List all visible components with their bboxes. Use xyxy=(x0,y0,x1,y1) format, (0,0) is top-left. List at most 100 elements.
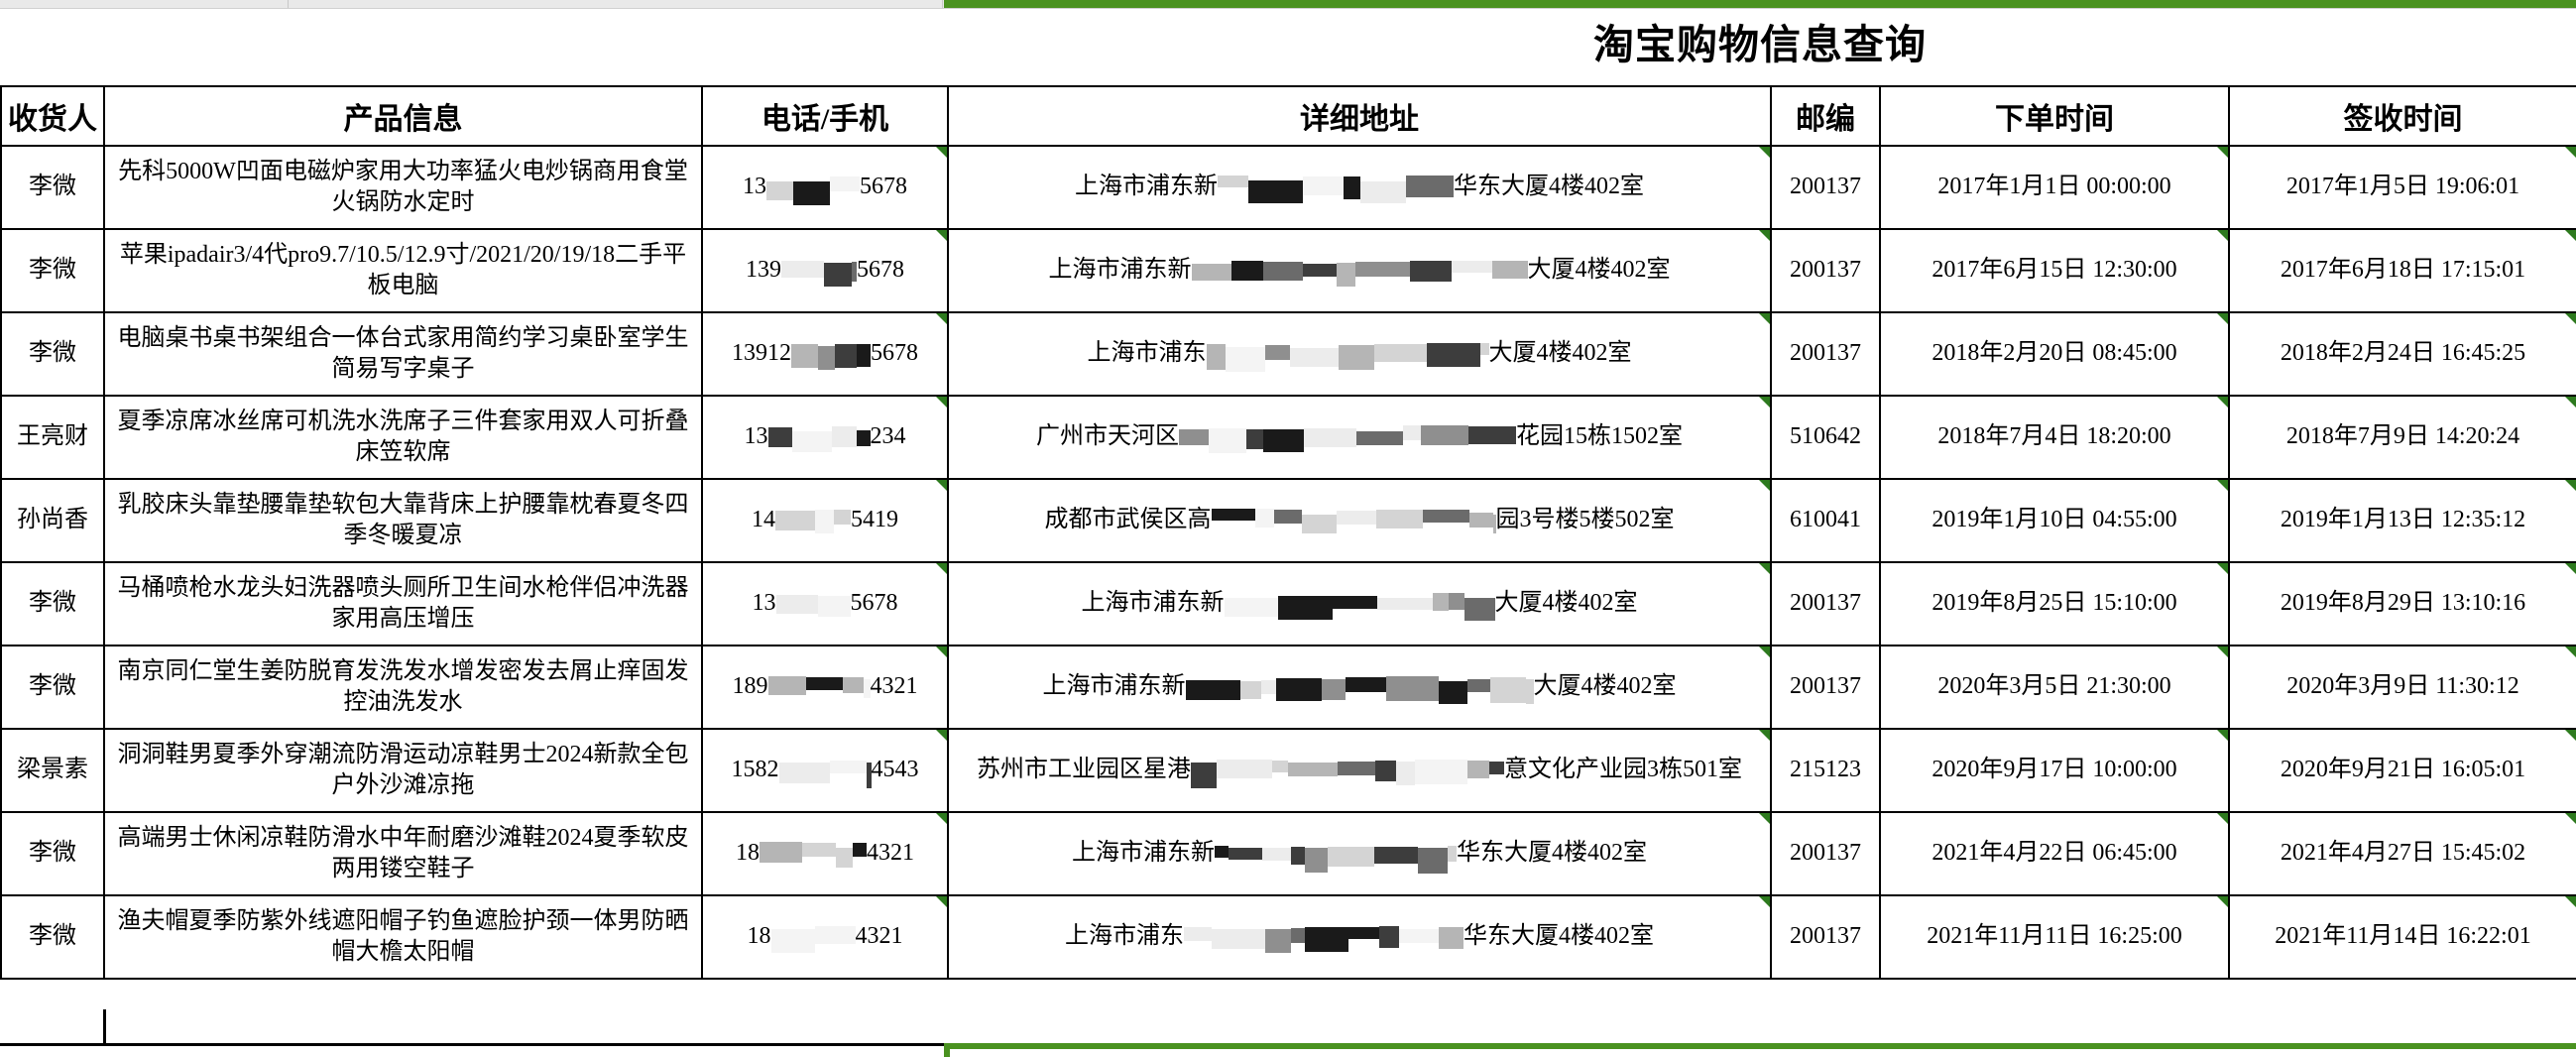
redacted-region xyxy=(760,841,867,868)
cell-address-suffix: 大厦4楼402室 xyxy=(1527,257,1671,284)
cell-postcode[interactable]: 610041 xyxy=(1770,478,1881,563)
comment-marker-icon xyxy=(936,398,946,408)
cell-recipient[interactable]: 李微 xyxy=(0,811,105,896)
cell-order-time[interactable]: 2018年2月20日 08:45:00 xyxy=(1879,311,2230,397)
cell-sign-time[interactable]: 2017年6月18日 17:15:01 xyxy=(2228,228,2576,313)
cell-order-time[interactable]: 2017年1月1日 00:00:00 xyxy=(1879,145,2230,230)
cell-phone-suffix: 4543 xyxy=(871,757,919,783)
cell-phone[interactable]: 18 4321 xyxy=(701,894,949,980)
table-row: 李微 高端男士休闲凉鞋防滑水中年耐磨沙滩鞋2024夏季软皮两用镂空鞋子 18 4321… xyxy=(0,811,2576,896)
cell-phone-prefix: 13 xyxy=(744,423,768,450)
cell-postcode[interactable]: 510642 xyxy=(1770,395,1881,480)
cell-recipient[interactable]: 李微 xyxy=(0,645,105,730)
cell-recipient[interactable]: 李微 xyxy=(0,894,105,980)
cell-address[interactable]: 上海市浦东新 华东大厦4楼402室 xyxy=(947,145,1772,230)
cell-phone[interactable]: 1582 4543 xyxy=(701,728,949,813)
column-header-order-time[interactable]: 下单时间 xyxy=(1879,85,2230,147)
column-header-product[interactable]: 产品信息 xyxy=(103,85,703,147)
cell-address[interactable]: 苏州市工业园区星港 意文化产业园3栋501室 xyxy=(947,728,1772,813)
cell-postcode[interactable]: 200137 xyxy=(1770,228,1881,313)
comment-marker-icon xyxy=(2217,814,2227,824)
cell-address-suffix: 华东大厦4楼402室 xyxy=(1454,174,1644,200)
cell-recipient[interactable]: 李微 xyxy=(0,145,105,230)
cell-recipient[interactable]: 李微 xyxy=(0,311,105,397)
selection-indicator-top xyxy=(944,0,2576,8)
cell-phone[interactable]: 13 5678 xyxy=(701,145,949,230)
cell-sign-time[interactable]: 2018年2月24日 16:45:25 xyxy=(2228,311,2576,397)
column-header-address[interactable]: 详细地址 xyxy=(947,85,1772,147)
comment-marker-icon xyxy=(2565,814,2575,824)
cell-order-time[interactable]: 2021年4月22日 06:45:00 xyxy=(1879,811,2230,896)
cell-postcode[interactable]: 200137 xyxy=(1770,894,1881,980)
column-header-recipient[interactable]: 收货人 xyxy=(0,85,105,147)
cell-address[interactable]: 上海市浦东 大厦4楼402室 xyxy=(947,311,1772,397)
cell-sign-time[interactable]: 2020年9月21日 16:05:01 xyxy=(2228,728,2576,813)
cell-sign-time[interactable]: 2019年1月13日 12:35:12 xyxy=(2228,478,2576,563)
cell-sign-time[interactable]: 2018年7月9日 14:20:24 xyxy=(2228,395,2576,480)
cell-postcode[interactable]: 200137 xyxy=(1770,561,1881,646)
comment-marker-icon xyxy=(936,731,946,741)
cell-order-time[interactable]: 2019年8月25日 15:10:00 xyxy=(1879,561,2230,646)
cell-address[interactable]: 上海市浦东新 大厦4楼402室 xyxy=(947,228,1772,313)
redacted-region xyxy=(1185,675,1534,704)
cell-phone[interactable]: 189 4321 xyxy=(701,645,949,730)
cell-recipient[interactable]: 李微 xyxy=(0,561,105,646)
cell-order-time[interactable]: 2017年6月15日 12:30:00 xyxy=(1879,228,2230,313)
cell-address-prefix: 上海市浦东新 xyxy=(1075,174,1218,200)
cell-address[interactable]: 上海市浦东新 大厦4楼402室 xyxy=(947,645,1772,730)
cell-phone[interactable]: 13912 5678 xyxy=(701,311,949,397)
cell-product[interactable]: 苹果ipadair3/4代pro9.7/10.5/12.9寸/2021/20/1… xyxy=(103,228,703,313)
cell-address[interactable]: 广州市天河区 花园15栋1502室 xyxy=(947,395,1772,480)
cell-phone[interactable]: 14 5419 xyxy=(701,478,949,563)
table-row: 李微 苹果ipadair3/4代pro9.7/10.5/12.9寸/2021/20… xyxy=(0,228,2576,313)
cell-order-time[interactable]: 2021年11月11日 16:25:00 xyxy=(1879,894,2230,980)
cell-product[interactable]: 先科5000W凹面电磁炉家用大功率猛火电炒锅商用食堂火锅防水定时 xyxy=(103,145,703,230)
cell-product[interactable]: 高端男士休闲凉鞋防滑水中年耐磨沙滩鞋2024夏季软皮两用镂空鞋子 xyxy=(103,811,703,896)
cell-phone[interactable]: 139 5678 xyxy=(701,228,949,313)
cell-product[interactable]: 电脑桌书桌书架组合一体台式家用简约学习桌卧室学生简易写字桌子 xyxy=(103,311,703,397)
purchase-info-table: 收货人 产品信息 电话/手机 详细地址 邮编 下单时间 签收时间 李微 先科500… xyxy=(0,85,2576,980)
cell-order-time[interactable]: 2019年1月10日 04:55:00 xyxy=(1879,478,2230,563)
cell-postcode[interactable]: 200137 xyxy=(1770,811,1881,896)
cell-order-time[interactable]: 2020年9月17日 10:00:00 xyxy=(1879,728,2230,813)
cell-sign-time[interactable]: 2021年11月14日 16:22:01 xyxy=(2228,894,2576,980)
cell-product[interactable]: 乳胶床头靠垫腰靠垫软包大靠背床上护腰靠枕春夏冬四季冬暖夏凉 xyxy=(103,478,703,563)
table-row: 李微 南京同仁堂生姜防脱育发洗发水增发密发去屑止痒固发控油洗发水 189 4321 上海… xyxy=(0,645,2576,730)
cell-order-time[interactable]: 2020年3月5日 21:30:00 xyxy=(1879,645,2230,730)
cell-sign-time[interactable]: 2017年1月5日 19:06:01 xyxy=(2228,145,2576,230)
cell-address-prefix: 上海市浦东新 xyxy=(1081,590,1225,617)
cell-order-time[interactable]: 2018年7月4日 18:20:00 xyxy=(1879,395,2230,480)
cell-address-prefix: 成都市武侯区高 xyxy=(1044,507,1212,533)
page-title: 淘宝购物信息查询 xyxy=(1593,22,1927,67)
cell-phone[interactable]: 18 4321 xyxy=(701,811,949,896)
cell-recipient[interactable]: 王亮财 xyxy=(0,395,105,480)
cell-recipient[interactable]: 梁景素 xyxy=(0,728,105,813)
cell-postcode[interactable]: 200137 xyxy=(1770,145,1881,230)
cell-address[interactable]: 成都市武侯区高 园3号楼5楼502室 xyxy=(947,478,1772,563)
cell-address-prefix: 上海市浦东新 xyxy=(1072,840,1215,867)
cell-postcode[interactable]: 200137 xyxy=(1770,311,1881,397)
cell-product[interactable]: 南京同仁堂生姜防脱育发洗发水增发密发去屑止痒固发控油洗发水 xyxy=(103,645,703,730)
cell-address[interactable]: 上海市浦东 华东大厦4楼402室 xyxy=(947,894,1772,980)
cell-postcode[interactable]: 215123 xyxy=(1770,728,1881,813)
cell-product[interactable]: 洞洞鞋男夏季外穿潮流防滑运动凉鞋男士2024新款全包户外沙滩凉拖 xyxy=(103,728,703,813)
redacted-region xyxy=(1206,342,1489,372)
cell-recipient[interactable]: 孙尚香 xyxy=(0,478,105,563)
cell-address[interactable]: 上海市浦东新 华东大厦4楼402室 xyxy=(947,811,1772,896)
cell-sign-time[interactable]: 2020年3月9日 11:30:12 xyxy=(2228,645,2576,730)
cell-postcode[interactable]: 200137 xyxy=(1770,645,1881,730)
cell-address[interactable]: 上海市浦东新 大厦4楼402室 xyxy=(947,561,1772,646)
cell-product[interactable]: 渔夫帽夏季防紫外线遮阳帽子钓鱼遮脸护颈一体男防晒帽大檐太阳帽 xyxy=(103,894,703,980)
column-header-sign-time[interactable]: 签收时间 xyxy=(2228,85,2576,147)
table-row: 孙尚香 乳胶床头靠垫腰靠垫软包大靠背床上护腰靠枕春夏冬四季冬暖夏凉 14 5419 成都… xyxy=(0,478,2576,563)
cell-sign-time[interactable]: 2021年4月27日 15:45:02 xyxy=(2228,811,2576,896)
cell-phone[interactable]: 13 234 xyxy=(701,395,949,480)
cell-product[interactable]: 夏季凉席冰丝席可机洗水洗席子三件套家用双人可折叠床笠软席 xyxy=(103,395,703,480)
column-header-phone[interactable]: 电话/手机 xyxy=(701,85,949,147)
cell-recipient[interactable]: 李微 xyxy=(0,228,105,313)
cell-product[interactable]: 马桶喷枪水龙头妇洗器喷头厕所卫生间水枪伴侣冲洗器家用高压增压 xyxy=(103,561,703,646)
cell-sign-time[interactable]: 2019年8月29日 13:10:16 xyxy=(2228,561,2576,646)
cell-phone[interactable]: 13 5678 xyxy=(701,561,949,646)
cell-address-prefix: 上海市浦东 xyxy=(1087,340,1207,367)
column-header-postcode[interactable]: 邮编 xyxy=(1770,85,1881,147)
